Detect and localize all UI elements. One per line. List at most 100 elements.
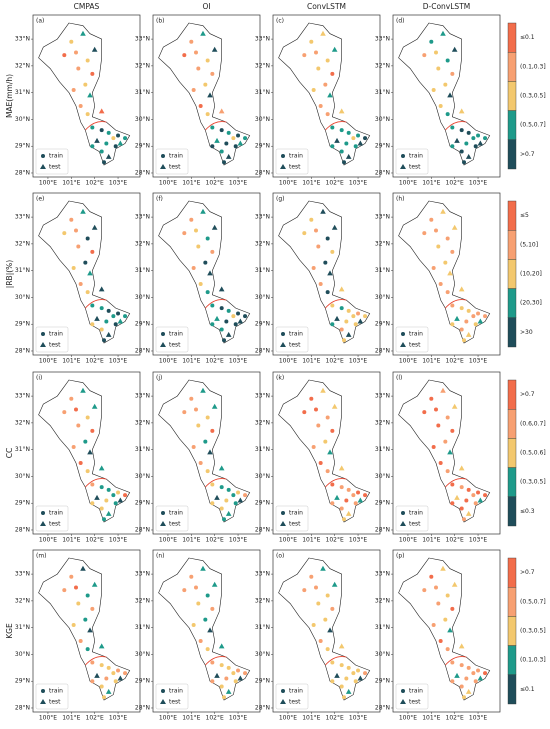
train-station (116, 311, 121, 316)
y-tick-label: 32°N (375, 597, 390, 604)
train-station (473, 501, 478, 506)
train-station (106, 130, 111, 135)
train-station (466, 487, 471, 492)
test-station (98, 465, 105, 471)
x-tick-label: 100°E (39, 537, 57, 544)
train-station (69, 217, 74, 222)
y-tick-label: 28°N (375, 526, 390, 533)
train-station (353, 501, 358, 506)
test-station (327, 627, 333, 633)
y-tick-label: 28°N (135, 704, 150, 711)
train-station (302, 410, 307, 415)
y-tick-label: 31°N (135, 89, 150, 96)
train-station (325, 593, 330, 598)
train-station (196, 244, 201, 249)
test-station (331, 581, 338, 587)
train-station (356, 668, 361, 673)
test-station (440, 208, 446, 214)
panel-tag: (l) (396, 375, 402, 382)
y-tick-label: 33°N (135, 36, 150, 43)
y-tick-label: 32°N (375, 419, 390, 426)
x-tick-label: 101°E (62, 537, 80, 544)
test-station (87, 92, 93, 98)
train-station (431, 444, 436, 449)
train-station (85, 112, 90, 117)
y-tick-label: 33°N (15, 571, 30, 578)
y-tick-label: 31°N (135, 624, 150, 631)
train-station (99, 663, 104, 668)
colorbar-label: ≤0.1 (520, 34, 535, 41)
train-station (445, 593, 450, 598)
legend-label: train (49, 331, 63, 338)
train-station (198, 282, 203, 287)
train-station (233, 501, 238, 506)
test-station (117, 497, 124, 503)
train-station (431, 622, 436, 627)
map-panel: (m) 100°E 101°E 102°E 103°E 28°N 29°N 30°N 31°N 3… (15, 549, 141, 722)
train-station (476, 311, 481, 316)
y-tick-label: 32°N (15, 62, 30, 69)
column-title: CMPAS (74, 2, 100, 11)
train-station (233, 679, 238, 684)
train-station (471, 136, 476, 141)
test-station (207, 92, 213, 98)
y-tick-label: 29°N (255, 678, 270, 685)
map-panel: (i) 100°E 101°E 102°E 103°E 28°N 29°N 30°N 31°N 3… (15, 371, 141, 544)
test-station (357, 318, 364, 324)
train-station (339, 306, 344, 311)
divide-line (445, 656, 467, 666)
train-station (111, 671, 116, 676)
panel-tag: (n) (156, 553, 164, 560)
train-station (330, 660, 335, 665)
colorbar-segment (507, 496, 517, 527)
train-station (78, 282, 83, 287)
test-station (440, 30, 446, 36)
x-tick-label: 102°E (446, 358, 464, 365)
train-station (219, 485, 224, 490)
y-tick-label: 29°N (255, 321, 270, 328)
train-station (459, 128, 464, 133)
train-station (433, 228, 438, 233)
legend-label: train (409, 688, 423, 695)
legend-label: test (169, 342, 181, 349)
train-station (339, 684, 344, 689)
x-tick-label: 102°E (206, 537, 224, 544)
train-station (318, 104, 323, 109)
test-station (458, 108, 465, 114)
test-station (214, 494, 220, 500)
train-station (219, 128, 224, 133)
row-label: |RB|(%) (5, 260, 14, 288)
train-station (219, 149, 224, 154)
test-station (91, 46, 98, 52)
train-station (191, 622, 196, 627)
divide-line (85, 299, 107, 309)
train-station (450, 606, 455, 611)
y-tick-label: 28°N (15, 347, 30, 354)
test-station (477, 497, 484, 503)
train-station (325, 647, 330, 652)
x-tick-label: 102°E (206, 180, 224, 187)
test-station (98, 286, 105, 292)
train-station (219, 663, 224, 668)
train-station (422, 588, 427, 593)
train-station (459, 684, 464, 689)
train-station (471, 493, 476, 498)
train-station (191, 87, 196, 92)
train-station (311, 265, 316, 270)
x-tick-label: 101°E (302, 180, 320, 187)
train-station (339, 327, 344, 332)
train-station (83, 439, 88, 444)
y-tick-label: 32°N (15, 240, 30, 247)
test-station (94, 672, 100, 678)
test-station (214, 137, 220, 143)
panel-tag: (c) (276, 18, 284, 25)
train-station (90, 125, 95, 130)
y-tick-label: 30°N (375, 116, 390, 123)
train-station (363, 314, 368, 319)
legend-marker (401, 689, 405, 693)
colorbar-label: (0.5,0.6] (520, 450, 546, 457)
test-station (237, 497, 244, 503)
legend-marker (400, 699, 406, 704)
legend-label: train (409, 153, 423, 160)
